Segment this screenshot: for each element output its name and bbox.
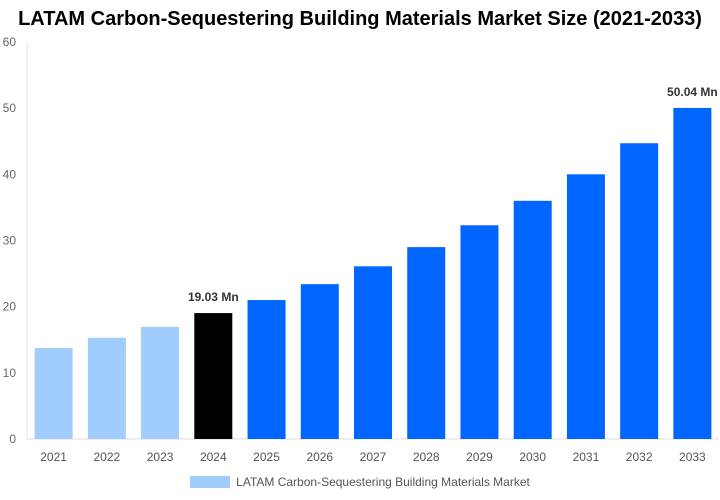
bar-2027	[354, 266, 392, 439]
x-tick-label: 2022	[93, 450, 120, 464]
x-tick-label: 2021	[40, 450, 67, 464]
bar-2023	[141, 326, 180, 439]
x-tick-label: 2029	[466, 450, 493, 464]
legend-label: LATAM Carbon-Sequestering Building Mater…	[236, 475, 530, 489]
x-tick-label: 2028	[413, 450, 440, 464]
x-tick-label: 2033	[679, 450, 706, 464]
x-tick-label: 2032	[626, 450, 653, 464]
x-tick-label: 2024	[200, 450, 227, 464]
bar-2021	[34, 348, 73, 439]
y-tick-label: 40	[3, 167, 17, 181]
bar-2026	[300, 284, 339, 439]
data-label-2024: 19.03 Mn	[188, 290, 239, 304]
x-tick-label: 2026	[306, 450, 333, 464]
bar-2031	[566, 174, 605, 440]
x-tick-label: 2025	[253, 450, 280, 464]
x-tick-label: 2030	[519, 450, 546, 464]
data-label-2033: 50.04 Mn	[667, 85, 718, 99]
bar-2029	[460, 225, 499, 439]
bar-2028	[407, 247, 446, 439]
y-tick-label: 30	[3, 234, 17, 248]
bar-2033	[673, 107, 712, 439]
legend-swatch	[190, 476, 231, 488]
chart-title: LATAM Carbon-Sequestering Building Mater…	[18, 8, 702, 30]
x-tick-label: 2023	[147, 450, 174, 464]
bar-2030	[513, 200, 552, 439]
y-tick-label: 10	[3, 366, 17, 380]
bar-2025	[247, 300, 286, 439]
y-tick-label: 0	[9, 432, 16, 446]
legend: LATAM Carbon-Sequestering Building Mater…	[0, 475, 720, 489]
y-tick-label: 50	[3, 101, 17, 115]
bar-2024	[194, 313, 233, 439]
y-tick-label: 20	[3, 300, 17, 314]
y-tick-label: 60	[3, 35, 17, 49]
bar-2032	[620, 143, 659, 440]
x-tick-label: 2031	[573, 450, 600, 464]
x-tick-label: 2027	[360, 450, 387, 464]
bar-2022	[87, 337, 126, 439]
